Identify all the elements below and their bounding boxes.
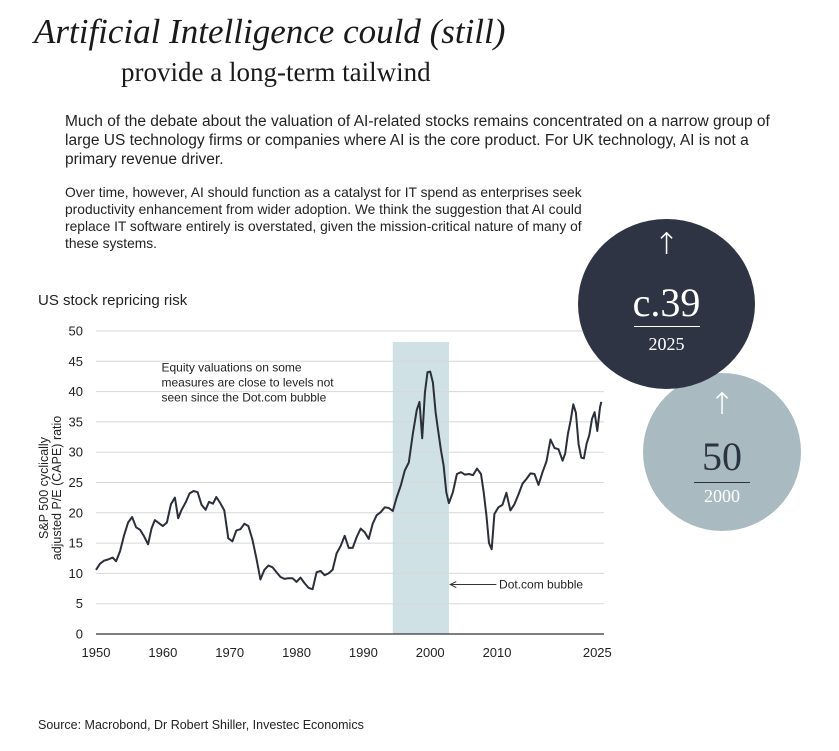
- x-tick-label: 1950: [82, 645, 111, 660]
- intro-paragraph: Much of the debate about the valuation o…: [65, 113, 770, 168]
- cape-series-line: [95, 370, 603, 591]
- y-tick-label: 50: [69, 324, 83, 339]
- detail-paragraph: Over time, however, AI should function a…: [65, 185, 582, 251]
- y-tick-label: 0: [76, 627, 83, 642]
- chart-title: US stock repricing risk: [38, 292, 188, 309]
- page-title: Artificial Intelligence could (still): [34, 12, 506, 51]
- callout-circle-2000: ↑ 50 2000: [643, 373, 801, 531]
- callout-value: 50: [702, 434, 742, 479]
- source-note: Source: Macrobond, Dr Robert Shiller, In…: [38, 718, 364, 732]
- y-tick-label: 20: [69, 505, 83, 520]
- y-tick-label: 40: [69, 384, 83, 399]
- dotcom-highlight-band: [392, 342, 449, 634]
- y-tick-label: 45: [69, 354, 83, 369]
- callout-divider: [633, 326, 700, 327]
- x-tick-label: 2000: [416, 645, 445, 660]
- x-tick-label: 2025: [583, 645, 612, 660]
- equity-valuation-note-line: seen since the Dot.com bubble: [162, 391, 327, 405]
- x-tick-label: 1970: [215, 645, 244, 660]
- callout-divider: [694, 482, 750, 483]
- y-axis-label-line2: adjusted P/E (CAPE) ratio: [50, 416, 64, 561]
- y-tick-label: 25: [69, 475, 83, 490]
- y-tick-label: 5: [76, 596, 83, 611]
- callout-year: 2025: [648, 334, 685, 354]
- x-tick-label: 1960: [148, 645, 177, 660]
- up-arrow-icon: ↑: [709, 387, 735, 422]
- x-tick-label: 1980: [282, 645, 311, 660]
- page-subtitle: provide a long-term tailwind: [121, 57, 431, 87]
- callout-circle-2025: ↑ c.39 2025: [578, 219, 755, 389]
- callout-year: 2000: [704, 486, 740, 506]
- equity-valuation-note-line: Equity valuations on some: [162, 361, 302, 375]
- x-tick-label: 1990: [349, 645, 378, 660]
- y-tick-label: 30: [69, 445, 83, 460]
- y-axis-label-line1: S&P 500 cyclically: [37, 436, 51, 539]
- callout-value: c.39: [632, 280, 701, 325]
- equity-valuation-note-line: measures are close to levels not: [162, 376, 335, 390]
- y-tick-label: 10: [69, 566, 83, 581]
- x-tick-label: 2010: [483, 645, 512, 660]
- y-tick-label: 15: [69, 536, 83, 551]
- arrow-left-icon: [449, 581, 457, 588]
- up-arrow-icon: ↑: [653, 227, 680, 262]
- y-tick-label: 35: [69, 414, 83, 429]
- dotcom-bubble-label: Dot.com bubble: [499, 578, 583, 592]
